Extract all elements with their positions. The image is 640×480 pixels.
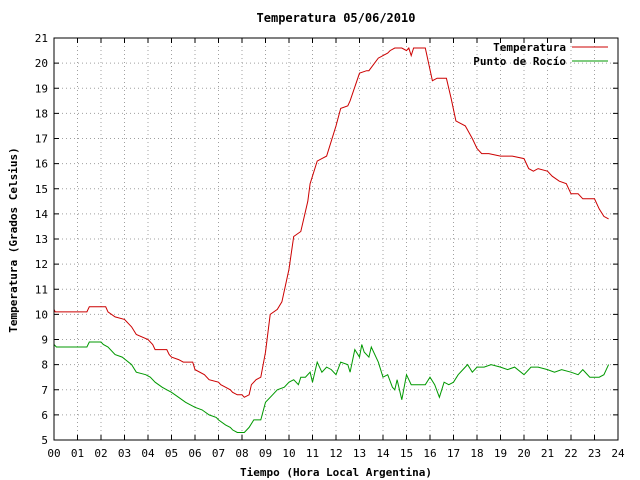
x-tick-label: 08 [235, 447, 248, 460]
x-tick-label: 03 [118, 447, 131, 460]
series-line-temperatura [53, 47, 609, 398]
x-tick-label: 19 [494, 447, 507, 460]
x-tick-label: 11 [306, 447, 319, 460]
y-tick-label: 11 [35, 283, 48, 296]
x-tick-label: 12 [329, 447, 342, 460]
x-tick-label: 13 [353, 447, 366, 460]
x-tick-label: 06 [188, 447, 201, 460]
x-tick-label: 09 [259, 447, 272, 460]
x-tick-label: 02 [94, 447, 107, 460]
y-tick-label: 8 [41, 359, 48, 372]
x-tick-label: 18 [470, 447, 483, 460]
y-tick-label: 19 [35, 82, 48, 95]
x-tick-label: 04 [141, 447, 155, 460]
x-tick-label: 23 [588, 447, 601, 460]
y-tick-label: 16 [35, 158, 48, 171]
y-axis-label: Temperatura (Grados Celsius) [7, 147, 20, 332]
y-tick-label: 15 [35, 183, 48, 196]
y-tick-label: 17 [35, 133, 48, 146]
x-tick-label: 24 [611, 447, 625, 460]
x-tick-label: 00 [47, 447, 60, 460]
axis-ticks: 00 01 02 03 04 05 06 07 08 09 10 11 12 13 14 15 16 17 18 19… [35, 32, 625, 460]
x-tick-label: 07 [212, 447, 225, 460]
y-tick-label: 14 [35, 208, 49, 221]
x-tick-label: 10 [282, 447, 295, 460]
y-tick-label: 12 [35, 258, 48, 271]
y-tick-label: 21 [35, 32, 48, 45]
series-group [53, 47, 610, 433]
x-tick-label: 16 [423, 447, 436, 460]
x-axis-label: Tiempo (Hora Local Argentina) [240, 466, 432, 479]
x-tick-label: 22 [564, 447, 577, 460]
x-tick-label: 01 [71, 447, 84, 460]
y-tick-label: 20 [35, 57, 48, 70]
x-tick-label: 21 [541, 447, 554, 460]
legend-label: Temperatura [493, 41, 566, 54]
legend-label: Punto de Rocío [473, 55, 566, 68]
y-tick-label: 18 [35, 107, 48, 120]
grid [54, 38, 618, 440]
y-tick-label: 7 [41, 384, 48, 397]
series-line-punto-de-rocio [53, 341, 610, 433]
y-tick-label: 9 [41, 334, 48, 347]
y-tick-label: 10 [35, 308, 48, 321]
x-tick-label: 05 [165, 447, 178, 460]
chart-title: Temperatura 05/06/2010 [257, 11, 416, 25]
y-tick-label: 6 [41, 409, 48, 422]
x-tick-label: 17 [447, 447, 460, 460]
plot-frame [53, 37, 619, 441]
x-tick-label: 14 [376, 447, 390, 460]
y-tick-label: 5 [41, 434, 48, 447]
y-tick-label: 13 [35, 233, 48, 246]
x-tick-label: 15 [400, 447, 413, 460]
x-tick-label: 20 [517, 447, 530, 460]
